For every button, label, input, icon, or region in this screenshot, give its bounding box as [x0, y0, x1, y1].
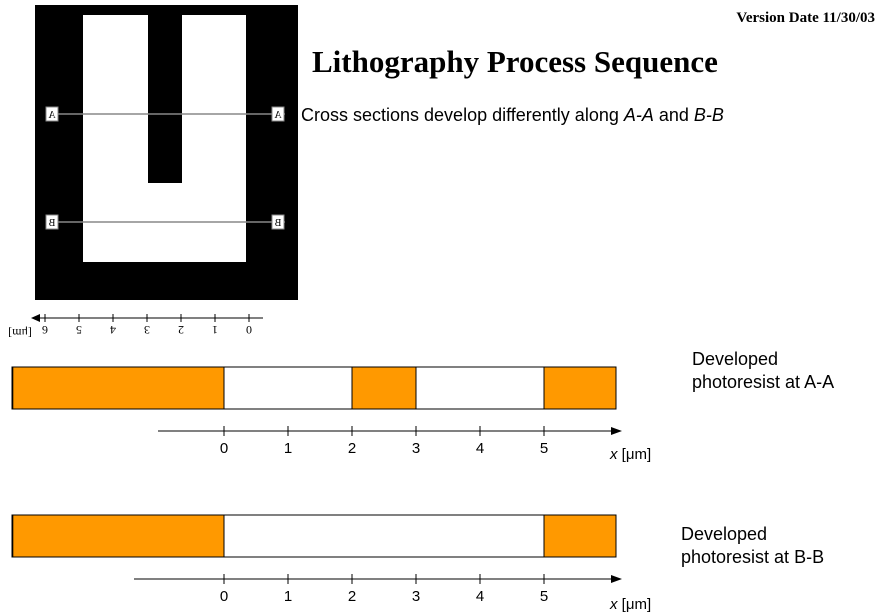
axis-b-b-tick-label: 1	[284, 588, 292, 605]
caption-a-a-line2: photoresist at A-A	[692, 372, 835, 392]
cross-section-a-a: 0 1 2 3 4 5 x [μm]	[11, 366, 651, 463]
section-marker-a-left-label: A	[48, 110, 56, 121]
axis-b-b-tick-label: 0	[220, 588, 228, 605]
resist-block-a-a-2	[351, 366, 417, 410]
mask-ruler-tick-label: 1	[212, 323, 218, 337]
axis-b-b-var: x	[609, 596, 618, 613]
caption-a-a: Developed photoresist at A-A	[692, 348, 834, 394]
subtitle-and: and	[653, 105, 694, 125]
mask-ruler-tick-label: 4	[110, 323, 116, 337]
section-marker-a-right-label: A	[274, 110, 282, 121]
resist-block-a-a-3	[543, 366, 617, 410]
axis-a-a-unit: [μm]	[618, 446, 652, 463]
axis-a-a-tick-label: 2	[348, 440, 356, 457]
resist-block-b-b-2	[543, 514, 617, 558]
resist-block-b-b-1	[12, 514, 225, 558]
axis-b-b-tick-label: 5	[540, 588, 548, 605]
section-marker-b-right-label: B	[274, 218, 281, 229]
axis-a-a-tick-label: 3	[412, 440, 420, 457]
section-marker-b-left-label: B	[48, 218, 55, 229]
resist-block-a-a-1	[12, 366, 225, 410]
axis-b-b-arrow-icon	[611, 575, 622, 583]
version-date: Version Date 11/30/03	[736, 10, 875, 26]
subtitle-prefix: Cross sections develop differently along	[301, 105, 624, 125]
axis-a-a-tick-label: 1	[284, 440, 292, 457]
caption-b-b: Developed photoresist at B-B	[681, 523, 824, 569]
axis-a-a-title: x [μm]	[609, 446, 651, 463]
mask-ruler-tick-label: 5	[76, 323, 82, 337]
mask-ruler-tick-label: 2	[178, 323, 184, 337]
axis-b-b-tick-label: 3	[412, 588, 420, 605]
page-subtitle: Cross sections develop differently along…	[301, 105, 724, 126]
mask-ruler-arrow-icon	[31, 314, 40, 322]
axis-a-a-tick-label: 4	[476, 440, 484, 457]
axis-b-b: 0 1 2 3 4 5 x [μm]	[134, 574, 651, 613]
page-title: Lithography Process Sequence	[312, 44, 718, 79]
axis-a-a-tick-label: 5	[540, 440, 548, 457]
mask-clear-u-shape	[83, 15, 246, 262]
axis-b-b-unit: [μm]	[618, 596, 652, 613]
mask-diagram: A A B B 0 1 2 3 4 5 6 [μm]	[8, 5, 298, 340]
caption-b-b-line2: photoresist at B-B	[681, 547, 825, 567]
subtitle-section-b: B-B	[693, 105, 724, 125]
section-marker-b-right: B	[271, 214, 285, 230]
axis-a-a-arrow-icon	[611, 427, 622, 435]
axis-b-b-tick-label: 2	[348, 588, 356, 605]
caption-a-a-line1: Developed	[692, 349, 779, 369]
mask-ruler-tick-label: 6	[42, 323, 48, 337]
section-marker-a-right: A	[271, 106, 285, 122]
axis-b-b-title: x [μm]	[609, 596, 651, 613]
axis-a-a-tick-label: 0	[220, 440, 228, 457]
axis-a-a-var: x	[609, 446, 618, 463]
section-marker-b-left: B	[45, 214, 59, 230]
mask-ruler: 0 1 2 3 4 5 6 [μm]	[8, 314, 263, 340]
mask-ruler-tick-label: 3	[144, 323, 150, 337]
cross-section-b-b: 0 1 2 3 4 5 x [μm]	[11, 514, 651, 613]
mask-ruler-unit: [μm]	[8, 326, 32, 340]
subtitle-section-a: A-A	[623, 105, 654, 125]
caption-b-b-line1: Developed	[681, 524, 768, 544]
section-marker-a-left: A	[45, 106, 59, 122]
axis-a-a: 0 1 2 3 4 5 x [μm]	[158, 426, 651, 463]
axis-b-b-tick-label: 4	[476, 588, 484, 605]
mask-ruler-tick-label: 0	[246, 323, 252, 337]
